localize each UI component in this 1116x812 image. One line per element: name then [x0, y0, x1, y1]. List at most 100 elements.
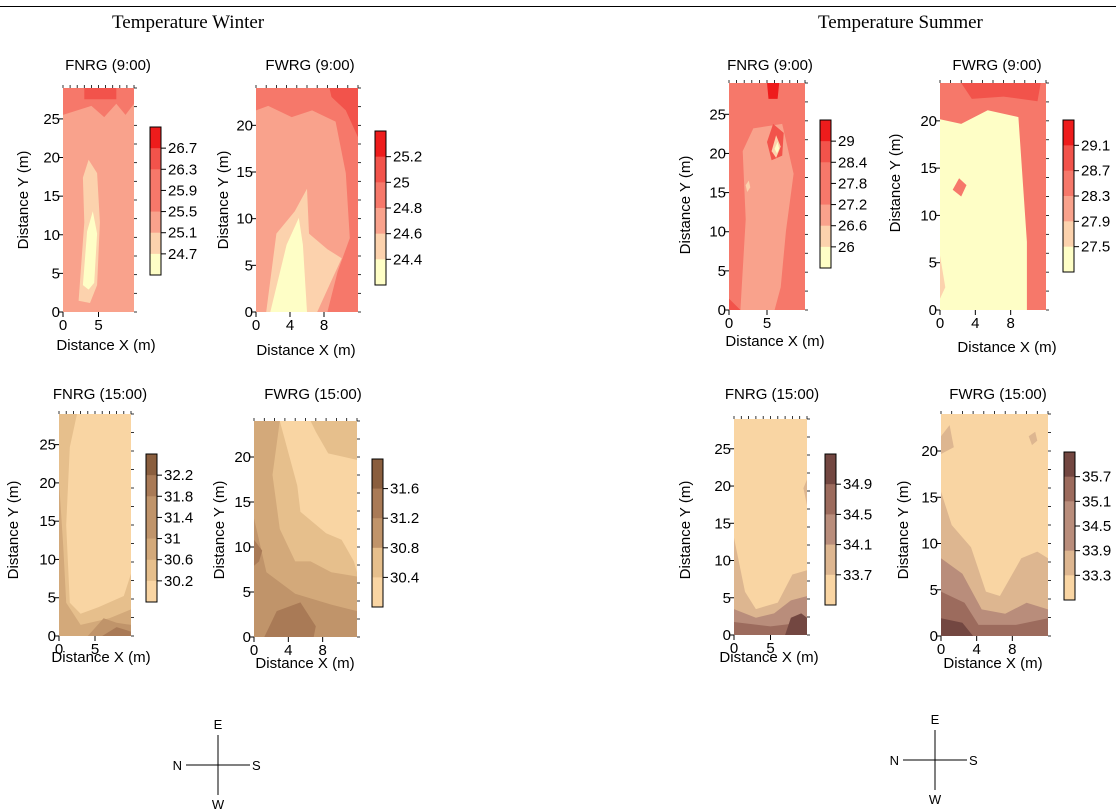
colorbar: 31.6 31.2 30.8 30.4 [371, 458, 419, 608]
colorbar-swatch [1064, 550, 1075, 576]
x-axis-label: Distance X (m) [51, 649, 150, 666]
x-tick-label: 0 [725, 315, 733, 332]
x-tick-label: 5 [91, 641, 99, 658]
contour-band [1028, 431, 1038, 446]
x-axis-label: Distance X (m) [957, 339, 1056, 356]
contour-band [59, 480, 131, 636]
y-axis-label: Distance Y (m) [215, 151, 232, 250]
colorbar-label: 25.9 [168, 182, 197, 199]
contour-band [941, 618, 974, 636]
colorbar-label: 24.7 [168, 246, 197, 263]
colorbar-swatch [150, 169, 161, 191]
compass-layer: E W N S E W N S [173, 712, 978, 812]
panel-title: FWRG (9:00) [265, 57, 354, 74]
contour-band [952, 178, 967, 197]
contour-band [740, 123, 794, 310]
colorbar-swatch [375, 233, 386, 260]
y-tick-label: 20 [920, 113, 937, 130]
heatmap-panel: 0 4 8 0 5 10 15 20 FWRG (9:00) Distance X (m) Dist… [887, 57, 1110, 356]
colorbar-label: 24.4 [393, 251, 422, 268]
contour-band [102, 627, 131, 636]
colorbar-label: 28.4 [838, 154, 867, 171]
panel-title: FWRG (9:00) [952, 57, 1041, 74]
colorbar-label: 29 [838, 133, 855, 150]
y-axis-label: Distance Y (m) [677, 156, 694, 255]
contour-fill [254, 421, 357, 637]
colorbar-label: 31.8 [164, 488, 193, 505]
plots-layer: 0 5 0 5 10 15 20 25 FNRG (9:00) Distance X (m) Dis… [5, 57, 1111, 672]
colorbar-swatch [150, 232, 161, 255]
colorbar-swatch [1064, 452, 1075, 478]
y-tick-label: 5 [929, 255, 937, 272]
colorbar-swatch [146, 517, 157, 540]
colorbar-swatch [146, 475, 157, 497]
heatmap-panel: 0 5 0 5 10 15 20 25 FNRG (15:00) Distance X (m) Di… [677, 386, 872, 666]
colorbar-label: 34.1 [843, 537, 872, 554]
y-tick-label: 25 [39, 437, 56, 454]
contour-band [84, 88, 117, 100]
contour-band [940, 255, 946, 299]
y-tick-label: 5 [930, 582, 938, 599]
x-axis-label: Distance X (m) [256, 342, 355, 359]
x-tick-label: 0 [252, 317, 260, 334]
colorbar-swatch [820, 141, 831, 163]
colorbar-label: 24.6 [393, 226, 422, 243]
contour-fill [256, 88, 358, 312]
colorbar-swatch [820, 162, 831, 184]
colorbar: 32.2 31.8 31.4 31 30.6 30.2 [145, 453, 193, 603]
colorbar-label: 31.2 [390, 510, 419, 527]
heatmap-panel: 0 4 8 0 5 10 15 20 FWRG (15:00) Distance X (m) Dis… [211, 386, 419, 672]
y-tick-label: 20 [43, 150, 60, 167]
contour-fill [941, 414, 1048, 636]
colorbar-label: 27.5 [1081, 239, 1110, 256]
compass-rose: E W N S [173, 717, 261, 812]
top-rule [0, 6, 1116, 7]
colorbar-swatch [375, 156, 386, 183]
colorbar: 26.7 26.3 25.9 25.5 25.1 24.7 [149, 126, 197, 276]
x-tick-label: 4 [286, 317, 294, 334]
y-tick-label: 10 [236, 211, 253, 228]
compass-west: W [929, 792, 942, 807]
colorbar-label: 33.3 [1082, 567, 1111, 584]
colorbar-swatch [372, 488, 383, 519]
x-tick-label: 4 [972, 641, 980, 658]
colorbar-swatch [375, 182, 386, 209]
colorbar-swatch [820, 246, 831, 269]
colorbar-swatch [820, 183, 831, 206]
contour-fill [734, 419, 807, 635]
y-axis-label: Distance Y (m) [895, 481, 912, 580]
winter-title: Temperature Winter [112, 12, 265, 33]
panel-title: FNRG (9:00) [65, 57, 151, 74]
colorbar-label: 31.6 [390, 481, 419, 498]
colorbar-swatch [820, 120, 831, 142]
colorbar-label: 35.1 [1082, 493, 1111, 510]
y-tick-label: 15 [920, 160, 937, 177]
colorbar-swatch [146, 580, 157, 603]
colorbar-label: 31.4 [164, 509, 193, 526]
colorbar-label: 33.7 [843, 567, 872, 584]
contour-band [729, 298, 741, 310]
contour-band [254, 518, 357, 637]
y-tick-label: 10 [921, 536, 938, 553]
y-axis-label: Distance Y (m) [211, 481, 228, 580]
colorbar-swatch [146, 559, 157, 582]
y-tick-label: 0 [243, 629, 251, 646]
x-axis-label: Distance X (m) [725, 333, 824, 350]
colorbar-label: 28.7 [1081, 163, 1110, 180]
colorbar-swatch [372, 547, 383, 578]
colorbar: 29.1 28.7 28.3 27.9 27.5 [1062, 119, 1110, 273]
x-tick-label: 5 [763, 315, 771, 332]
y-tick-label: 15 [43, 188, 60, 205]
colorbar-swatch [1063, 246, 1074, 273]
colorbar: 34.9 34.5 34.1 33.7 [824, 453, 872, 606]
colorbar-swatch [1063, 196, 1074, 222]
y-tick-label: 0 [718, 302, 726, 319]
colorbar: 25.2 25 24.8 24.6 24.4 [374, 130, 422, 286]
y-tick-label: 10 [709, 224, 726, 241]
contour-fill [59, 414, 131, 636]
colorbar-frame [371, 458, 384, 608]
colorbar-swatch [1064, 575, 1075, 601]
colorbar-swatch [375, 208, 386, 235]
contour-band [270, 217, 307, 312]
